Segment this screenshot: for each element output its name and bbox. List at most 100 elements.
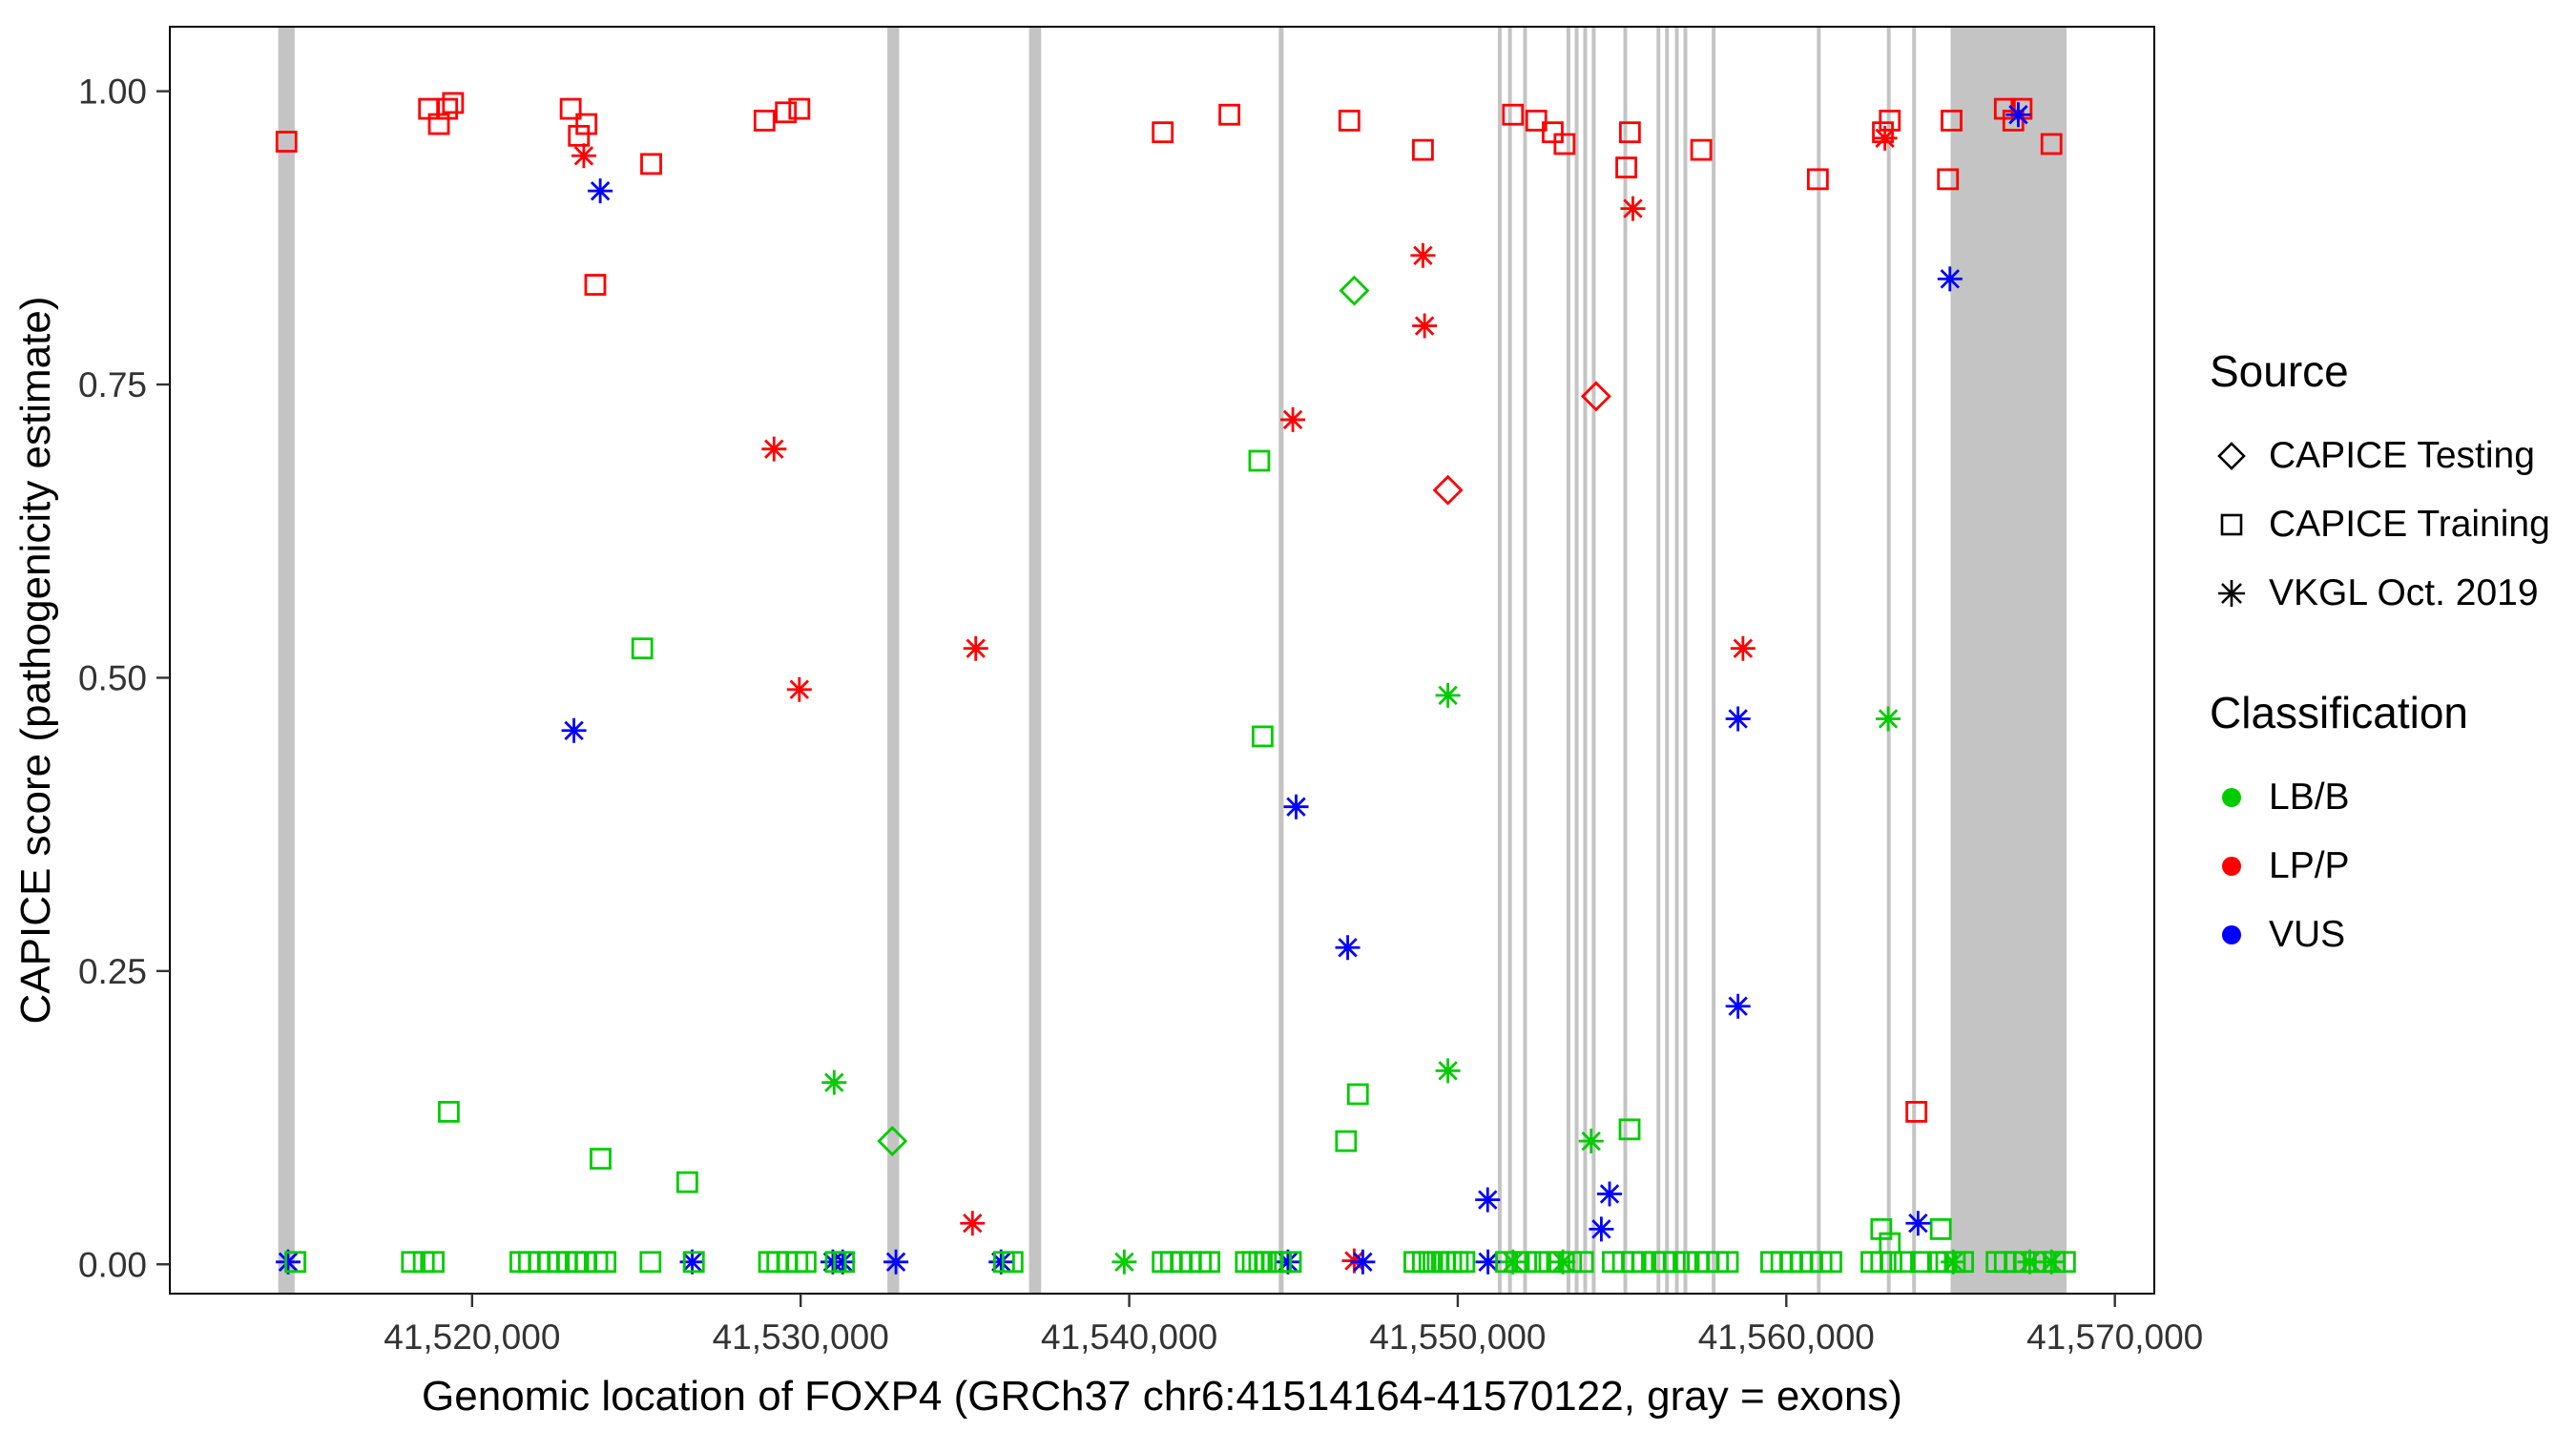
- data-point: [588, 178, 613, 204]
- data-point: [1571, 1251, 1594, 1274]
- exon-band: [1683, 27, 1688, 1294]
- legend-item-lpp: LP/P: [2210, 832, 2563, 901]
- data-point: [821, 1069, 847, 1095]
- data-point: [1548, 1251, 1571, 1274]
- exon-band: [1574, 27, 1579, 1294]
- y-tick-label: 0.75: [78, 365, 147, 404]
- data-point: [1475, 1187, 1501, 1213]
- x-tick-label: 41,540,000: [1041, 1317, 1217, 1357]
- data-point: [1620, 196, 1646, 221]
- data-point: [1716, 1251, 1739, 1274]
- asterisk-icon: [2210, 571, 2254, 615]
- data-point: [794, 1251, 817, 1274]
- data-point: [2053, 1251, 2076, 1274]
- data-point: [788, 97, 811, 120]
- data-point: [1674, 1251, 1697, 1274]
- data-point: [1929, 1217, 1952, 1240]
- data-point: [1553, 133, 1576, 156]
- data-point: [2040, 133, 2063, 156]
- data-point: [1338, 109, 1361, 132]
- exon-band: [1817, 27, 1821, 1294]
- data-point: [1198, 1251, 1220, 1274]
- exon-band: [1278, 27, 1284, 1294]
- legend-item-label: CAPICE Testing: [2269, 435, 2535, 476]
- data-point: [2005, 102, 2031, 128]
- diamond-icon: [2210, 434, 2254, 478]
- data-point: [1111, 1249, 1137, 1275]
- exon-band: [1507, 27, 1512, 1294]
- data-point: [1001, 1251, 1024, 1274]
- data-point: [1446, 1251, 1469, 1274]
- exon-band: [1950, 27, 2067, 1294]
- legend-item-capice-testing: CAPICE Testing: [2210, 422, 2563, 490]
- data-point: [1283, 794, 1309, 819]
- data-point: [401, 1251, 424, 1274]
- x-tick-label: 41,560,000: [1698, 1317, 1875, 1357]
- data-point: [1435, 1058, 1461, 1084]
- exon-band: [1583, 27, 1588, 1294]
- data-point: [682, 1251, 705, 1274]
- exon-band: [1497, 27, 1502, 1294]
- data-point: [284, 1251, 306, 1274]
- exon-band: [1674, 27, 1679, 1294]
- data-point: [594, 1251, 617, 1274]
- data-point: [1631, 1251, 1654, 1274]
- data-point: [423, 1251, 445, 1274]
- data-point: [1248, 449, 1271, 472]
- data-point: [631, 637, 654, 660]
- legend-source-title: Source: [2210, 346, 2349, 396]
- panel-border: [169, 26, 2155, 1295]
- data-point: [1412, 313, 1438, 339]
- exon-band: [278, 27, 295, 1294]
- exon-band: [1712, 27, 1716, 1294]
- data-point: [1241, 1251, 1264, 1274]
- data-point: [963, 635, 988, 661]
- legend-source: Source CAPICE Testing CAPICE Training: [2210, 345, 2563, 628]
- data-point: [1580, 381, 1611, 412]
- data-point: [761, 436, 787, 462]
- data-point: [1235, 1251, 1257, 1274]
- data-point: [1589, 1216, 1614, 1242]
- data-point: [1905, 1211, 1931, 1236]
- data-point: [559, 97, 582, 120]
- data-point: [2017, 1249, 2043, 1275]
- data-point: [1432, 474, 1464, 506]
- legend-item-vkgl: VKGL Oct. 2019: [2210, 559, 2563, 628]
- data-point: [1893, 1251, 1916, 1274]
- data-point: [1515, 1251, 1537, 1274]
- x-axis-title: Genomic location of FOXP4 (GRCh37 chr6:4…: [422, 1373, 1902, 1420]
- data-point: [1880, 1251, 1902, 1274]
- legend-item-label: VUS: [2269, 914, 2346, 955]
- y-tick-label: 1.00: [78, 73, 147, 112]
- data-point: [1905, 1101, 1928, 1123]
- legend-classification: Classification LB/B LP/P VUS: [2210, 687, 2563, 969]
- data-point: [1937, 168, 1960, 191]
- x-tick-label: 41,570,000: [2026, 1317, 2203, 1357]
- data-point: [639, 1251, 662, 1274]
- data-point: [1615, 156, 1637, 178]
- x-tick-label: 41,520,000: [384, 1317, 560, 1357]
- exon-band: [1623, 27, 1628, 1294]
- legend-item-label: CAPICE Training: [2269, 504, 2550, 545]
- legend-item-lbb: LB/B: [2210, 763, 2563, 832]
- data-point: [1412, 138, 1434, 161]
- legend-classification-title: Classification: [2210, 688, 2468, 737]
- data-point: [1690, 138, 1713, 161]
- data-point: [571, 143, 596, 169]
- data-point: [1248, 1251, 1271, 1274]
- data-point: [1527, 1251, 1549, 1274]
- data-point: [1542, 121, 1564, 144]
- legend-item-vus: VUS: [2210, 901, 2563, 969]
- data-point: [1280, 406, 1306, 432]
- exon-band: [1523, 27, 1527, 1294]
- data-point: [275, 1249, 301, 1275]
- legend-item-label: VKGL Oct. 2019: [2269, 572, 2539, 613]
- exon-band: [1665, 27, 1670, 1294]
- data-point: [786, 676, 812, 702]
- data-point: [1350, 1249, 1376, 1275]
- data-point: [1879, 109, 1901, 132]
- data-point: [1597, 1181, 1623, 1207]
- data-point: [436, 97, 459, 120]
- exon-band: [1566, 27, 1570, 1294]
